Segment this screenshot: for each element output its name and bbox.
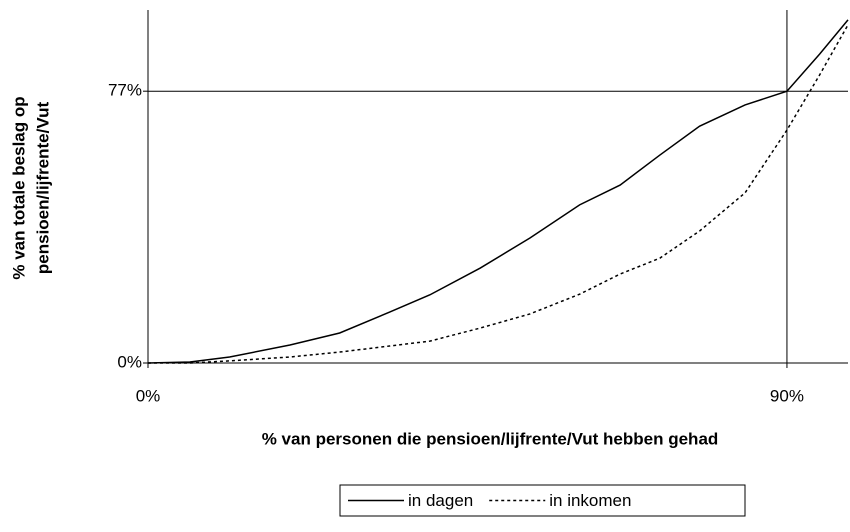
y-axis-label: pensioen/lijfrente/Vut [33, 102, 52, 275]
y-tick-label: 0% [117, 352, 142, 371]
x-tick-label: 90% [770, 386, 804, 405]
legend-label: in inkomen [549, 491, 631, 510]
y-tick-label: 77% [108, 81, 142, 100]
x-axis-label: % van personen die pensioen/lijfrente/Vu… [262, 429, 719, 448]
line-series [148, 24, 849, 364]
legend-label: in dagen [408, 491, 473, 510]
y-axis-label: % van totale beslag op [9, 96, 28, 279]
legend-box [339, 484, 746, 517]
line-series [147, 19, 849, 364]
x-tick-label: 0% [136, 386, 161, 405]
